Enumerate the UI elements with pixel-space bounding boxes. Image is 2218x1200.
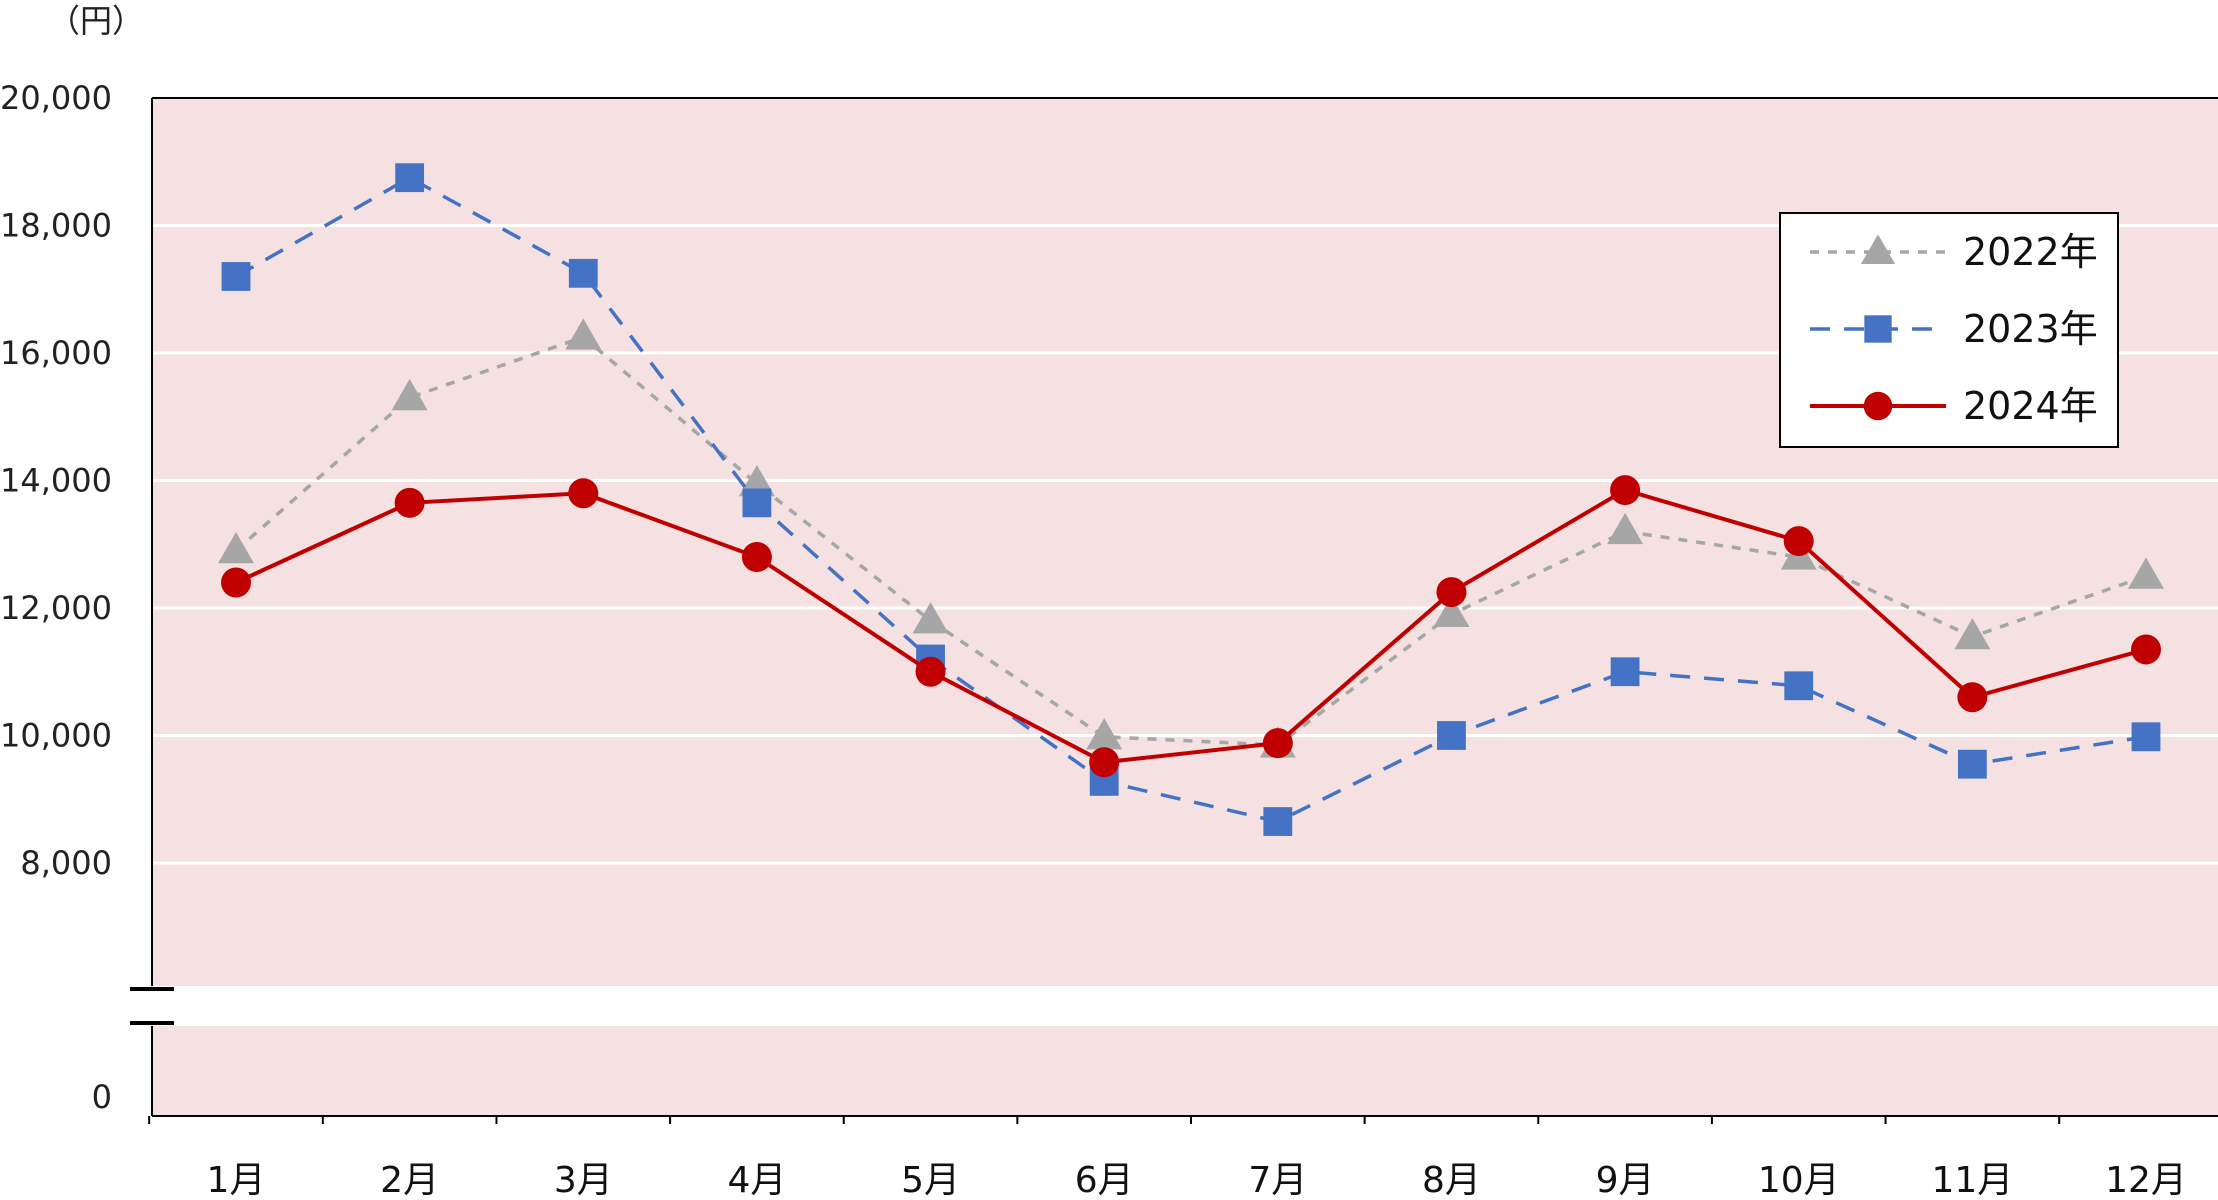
x-tick-label: 5月 (901, 1160, 960, 1200)
data-point (1783, 526, 1814, 557)
data-point (2131, 722, 2161, 752)
series-group (218, 163, 2164, 836)
y-tick-label: 16,000 (0, 334, 112, 372)
data-point (912, 602, 949, 634)
series-2023年 (221, 163, 2161, 836)
data-point (1957, 682, 1988, 713)
data-point (1610, 475, 1641, 506)
data-point (1262, 728, 1293, 759)
series-2022年 (218, 318, 2164, 758)
data-point (1610, 657, 1640, 687)
x-tick-label: 9月 (1596, 1160, 1655, 1200)
x-tick-label: 1月 (207, 1160, 266, 1200)
x-tick-label: 8月 (1422, 1160, 1481, 1200)
legend-label: 2022年 (1963, 230, 2098, 274)
data-point (221, 262, 251, 291)
series-2024年 (221, 475, 2161, 778)
legend-label: 2024年 (1963, 384, 2098, 428)
data-point (565, 318, 602, 350)
data-point (2131, 634, 2161, 665)
y-axis-ticks: 0 8,000 10,000 12,000 14,000 16,000 18,000 20,0… (0, 79, 112, 1116)
data-point (394, 487, 425, 518)
axis-break (140, 986, 2218, 1026)
legend-marker (1860, 234, 1896, 264)
legend-marker (1864, 315, 1892, 343)
series-line (235, 487, 2147, 765)
data-point (395, 163, 425, 193)
x-tick-label: 10月 (1758, 1160, 1840, 1200)
y-tick-label: 10,000 (0, 717, 112, 755)
y-tick-label: 0 (92, 1078, 112, 1116)
data-point (1263, 807, 1293, 836)
data-point (1089, 747, 1120, 778)
data-point (221, 567, 251, 598)
data-point (741, 542, 772, 572)
x-tick-label: 7月 (1248, 1160, 1307, 1200)
data-point (1437, 721, 1466, 750)
legend-marker (1863, 391, 1893, 421)
data-point (1607, 512, 1644, 545)
x-tick-label: 2月 (380, 1160, 439, 1200)
data-point (1784, 671, 1814, 701)
series-line (234, 335, 2147, 747)
data-point (1433, 595, 1470, 627)
data-point (1436, 577, 1467, 608)
y-tick-label: 18,000 (0, 207, 112, 245)
data-point (568, 478, 599, 509)
data-point (1954, 618, 1991, 650)
data-point (568, 258, 598, 288)
x-tick-label: 4月 (727, 1160, 786, 1200)
y-tick-label: 8,000 (20, 844, 112, 882)
unit-label: （円） (48, 2, 144, 40)
legend-label: 2023年 (1963, 307, 2098, 351)
x-tick-label: 12月 (2105, 1160, 2187, 1200)
x-tick-label: 11月 (1931, 1160, 2013, 1200)
data-point (742, 488, 772, 518)
axis-break-band (140, 986, 2218, 1026)
x-tick-label: 3月 (554, 1160, 613, 1200)
data-point (1957, 749, 1987, 779)
x-tick-label: 6月 (1075, 1160, 1134, 1200)
x-axis-ticks: 1月 2月 3月 4月 5月 6月 7月 8月 9月 10月 11月 12月 (148, 1116, 2187, 1200)
data-point (1086, 718, 1123, 750)
y-tick-label: 14,000 (0, 462, 112, 500)
y-tick-label: 20,000 (0, 79, 112, 117)
y-tick-label: 12,000 (0, 589, 112, 627)
data-point (2128, 557, 2164, 589)
data-point (218, 532, 254, 564)
data-point (915, 656, 946, 687)
legend: 2022年 2023年 2024年 (1779, 212, 2119, 448)
data-point (391, 379, 428, 411)
